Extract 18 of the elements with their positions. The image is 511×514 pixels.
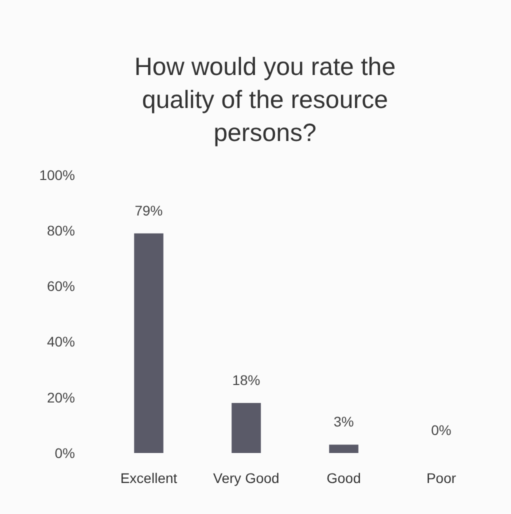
data-label: 3% (334, 414, 354, 430)
bar (329, 444, 358, 453)
data-label: 18% (232, 372, 260, 388)
x-tick-label: Very Good (213, 470, 280, 486)
y-tick-label: 40% (46, 334, 75, 350)
bar (134, 233, 164, 453)
data-label: 79% (134, 202, 163, 218)
y-tick-label: 80% (46, 222, 75, 238)
y-tick-label: 100% (39, 166, 75, 183)
bar (232, 402, 261, 453)
y-tick-label: 20% (46, 389, 75, 406)
x-tick-label: Good (326, 470, 361, 486)
x-tick-label: Excellent (120, 470, 178, 486)
y-tick-label: 0% (54, 444, 75, 461)
y-tick-label: 60% (46, 278, 75, 294)
x-tick-label: Poor (426, 470, 456, 486)
chart-title: How would you rate the quality of the resource persons? (134, 53, 396, 147)
data-label: 0% (431, 422, 452, 438)
